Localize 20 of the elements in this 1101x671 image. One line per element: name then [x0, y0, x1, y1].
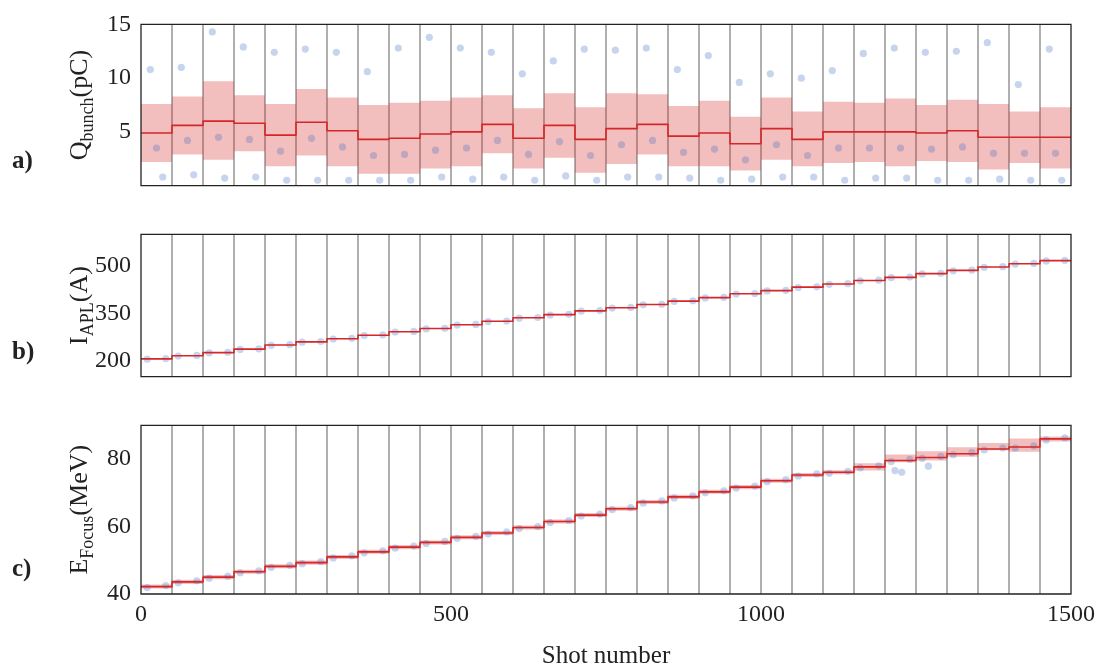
text: a) — [12, 146, 33, 175]
y-axis-title: EFocus(MeV) — [63, 444, 97, 575]
y-tick-label: 15 — [107, 9, 131, 36]
x-axis-title: Shot number — [541, 640, 671, 668]
y-axis-title: Qbunch(pC) — [63, 49, 97, 161]
y-tick-label: 60 — [107, 511, 131, 538]
x-tick-label: 1000 — [737, 599, 785, 626]
text: b) — [12, 337, 35, 366]
y-tick-label: 80 — [107, 444, 131, 471]
x-tick-label: 1500 — [1047, 599, 1095, 626]
x-tick-label: 0 — [135, 599, 147, 626]
y-tick-label: 500 — [95, 251, 131, 278]
y-tick-label: 350 — [95, 298, 131, 325]
y-tick-label: 10 — [107, 63, 131, 90]
text: c) — [12, 554, 32, 583]
y-tick-label: 40 — [107, 579, 131, 606]
y-tick-label: 200 — [95, 346, 131, 373]
x-tick-label: 500 — [433, 599, 469, 626]
y-tick-label: 5 — [119, 117, 131, 144]
y-axis-title: IAPL(A) — [63, 266, 97, 345]
